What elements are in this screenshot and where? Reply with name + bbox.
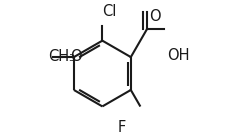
Text: Cl: Cl <box>102 3 116 18</box>
Text: CH₃: CH₃ <box>48 49 74 64</box>
Text: OH: OH <box>166 48 188 63</box>
Text: F: F <box>117 120 125 135</box>
Text: O: O <box>148 9 160 24</box>
Text: O: O <box>70 49 82 64</box>
